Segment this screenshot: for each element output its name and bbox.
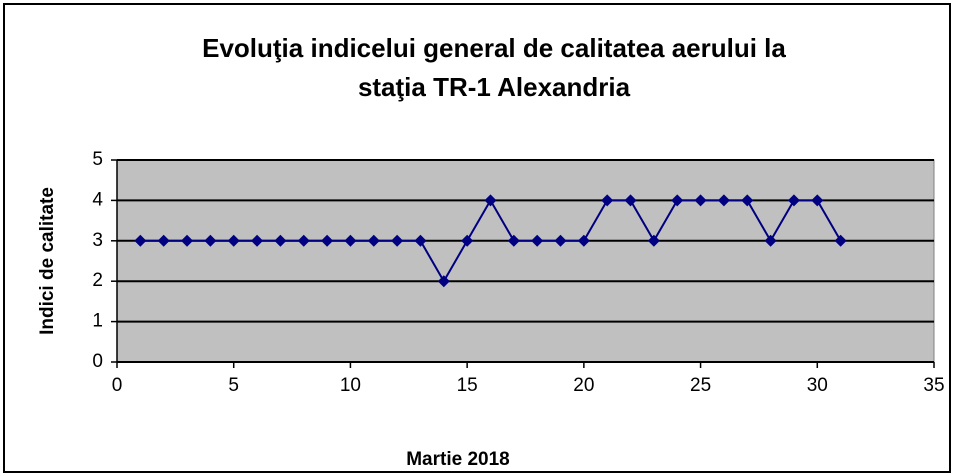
y-axis-label: Indici de calitate (37, 187, 58, 335)
data-point (647, 234, 660, 247)
y-tick-label: 4 (92, 189, 103, 210)
data-point (344, 234, 357, 247)
y-tick-label: 2 (92, 270, 103, 291)
x-tick-label: 10 (340, 375, 361, 396)
data-point (391, 234, 404, 247)
x-tick-label: 5 (228, 375, 239, 396)
data-point (367, 234, 380, 247)
x-tick-label: 35 (923, 375, 944, 396)
data-point (414, 234, 427, 247)
data-point (741, 194, 754, 207)
x-axis-label: Martie 2018 (406, 449, 510, 470)
y-tick-label: 0 (92, 351, 103, 372)
data-point (694, 194, 707, 207)
data-point (204, 234, 217, 247)
data-point (321, 234, 334, 247)
data-point (531, 234, 544, 247)
data-point (437, 275, 450, 288)
x-tick-label: 20 (573, 375, 594, 396)
data-point (134, 234, 147, 247)
chart-title: staţia TR-1 Alexandria (358, 72, 631, 102)
data-point (507, 234, 520, 247)
data-point (671, 194, 684, 207)
data-point (157, 234, 170, 247)
data-point (297, 234, 310, 247)
x-tick-label: 0 (112, 375, 123, 396)
data-point (251, 234, 264, 247)
data-point (764, 234, 777, 247)
y-tick-label: 5 (92, 149, 103, 170)
data-point (461, 234, 474, 247)
data-point (484, 194, 497, 207)
data-point (181, 234, 194, 247)
data-point (624, 194, 637, 207)
chart-title: Evoluţia indicelui general de calitatea … (202, 33, 786, 63)
data-point (717, 194, 730, 207)
data-point (274, 234, 287, 247)
data-point (811, 194, 824, 207)
x-tick-label: 15 (457, 375, 478, 396)
y-tick-label: 3 (92, 230, 103, 251)
data-point (577, 234, 590, 247)
data-point (787, 194, 800, 207)
data-point (601, 194, 614, 207)
data-point (834, 234, 847, 247)
x-tick-label: 30 (807, 375, 828, 396)
y-tick-label: 1 (92, 311, 103, 332)
data-point (227, 234, 240, 247)
plot-area (116, 159, 935, 363)
data-point (554, 234, 567, 247)
x-tick-label: 25 (690, 375, 711, 396)
